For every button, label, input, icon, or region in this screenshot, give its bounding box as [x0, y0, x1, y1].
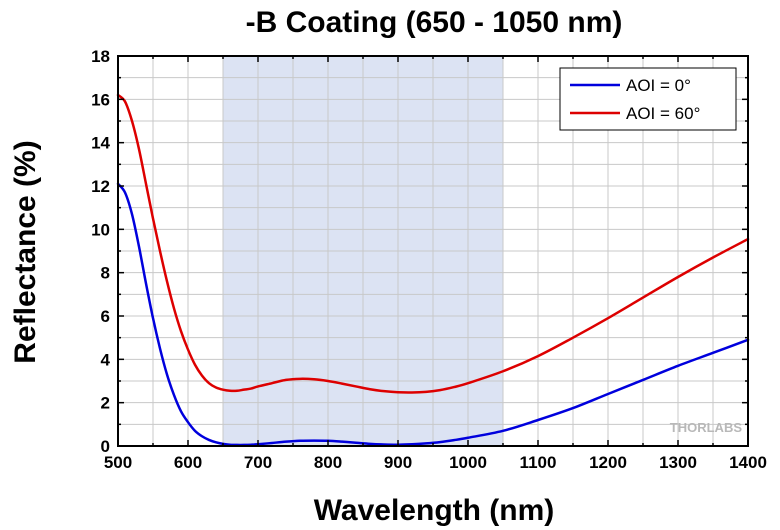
y-tick-label: 14 — [91, 134, 110, 153]
x-tick-label: 600 — [174, 453, 202, 472]
x-tick-label: 800 — [314, 453, 342, 472]
legend-box — [559, 67, 737, 131]
x-axis-label: Wavelength (nm) — [314, 494, 555, 527]
x-ticks — [117, 56, 749, 446]
legend: AOI = 0° AOI = 60° — [559, 67, 737, 131]
chart-title: -B Coating (650 - 1050 nm) — [246, 6, 623, 39]
x-tick-label: 1300 — [659, 453, 697, 472]
y-tick-label: 16 — [91, 90, 110, 109]
y-tick-label: 8 — [101, 264, 110, 283]
y-tick-label: 10 — [91, 220, 110, 239]
y-tick-label: 6 — [101, 307, 110, 326]
y-tick-label: 12 — [91, 177, 110, 196]
y-tick-labels: 0 2 4 6 8 10 12 14 16 18 — [91, 47, 110, 456]
y-tick-label: 4 — [101, 350, 111, 369]
x-tick-label: 500 — [104, 453, 132, 472]
series-layer — [116, 93, 750, 447]
y-tick-label: 0 — [101, 437, 110, 456]
x-tick-labels: 500 600 700 800 900 1000 1100 1200 1300 1400 — [104, 453, 767, 472]
thorlabs-watermark: THORLABS — [670, 420, 743, 435]
x-tick-label: 900 — [384, 453, 412, 472]
legend-label: AOI = 0° — [626, 76, 691, 95]
legend-label: AOI = 60° — [626, 104, 700, 123]
y-axis-label: Reflectance (%) — [9, 140, 42, 363]
series-line-aoi-0 — [116, 182, 750, 447]
y-tick-label: 18 — [91, 47, 110, 66]
y-ticks — [118, 55, 748, 447]
x-tick-label: 700 — [244, 453, 272, 472]
x-tick-label: 1200 — [589, 453, 627, 472]
x-tick-label: 1100 — [520, 453, 557, 472]
y-tick-label: 2 — [101, 394, 110, 413]
x-tick-label: 1400 — [729, 453, 767, 472]
x-tick-label: 1000 — [449, 453, 487, 472]
series-line-aoi-60 — [116, 93, 750, 394]
